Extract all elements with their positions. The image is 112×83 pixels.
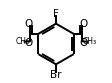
Text: Br: Br [50, 70, 62, 80]
Text: O: O [80, 19, 88, 29]
Text: O: O [24, 38, 32, 48]
Text: O: O [24, 19, 32, 29]
Text: CH₃: CH₃ [15, 37, 29, 46]
Text: O: O [80, 38, 88, 48]
Text: CH₃: CH₃ [83, 37, 97, 46]
Text: F: F [53, 9, 59, 19]
